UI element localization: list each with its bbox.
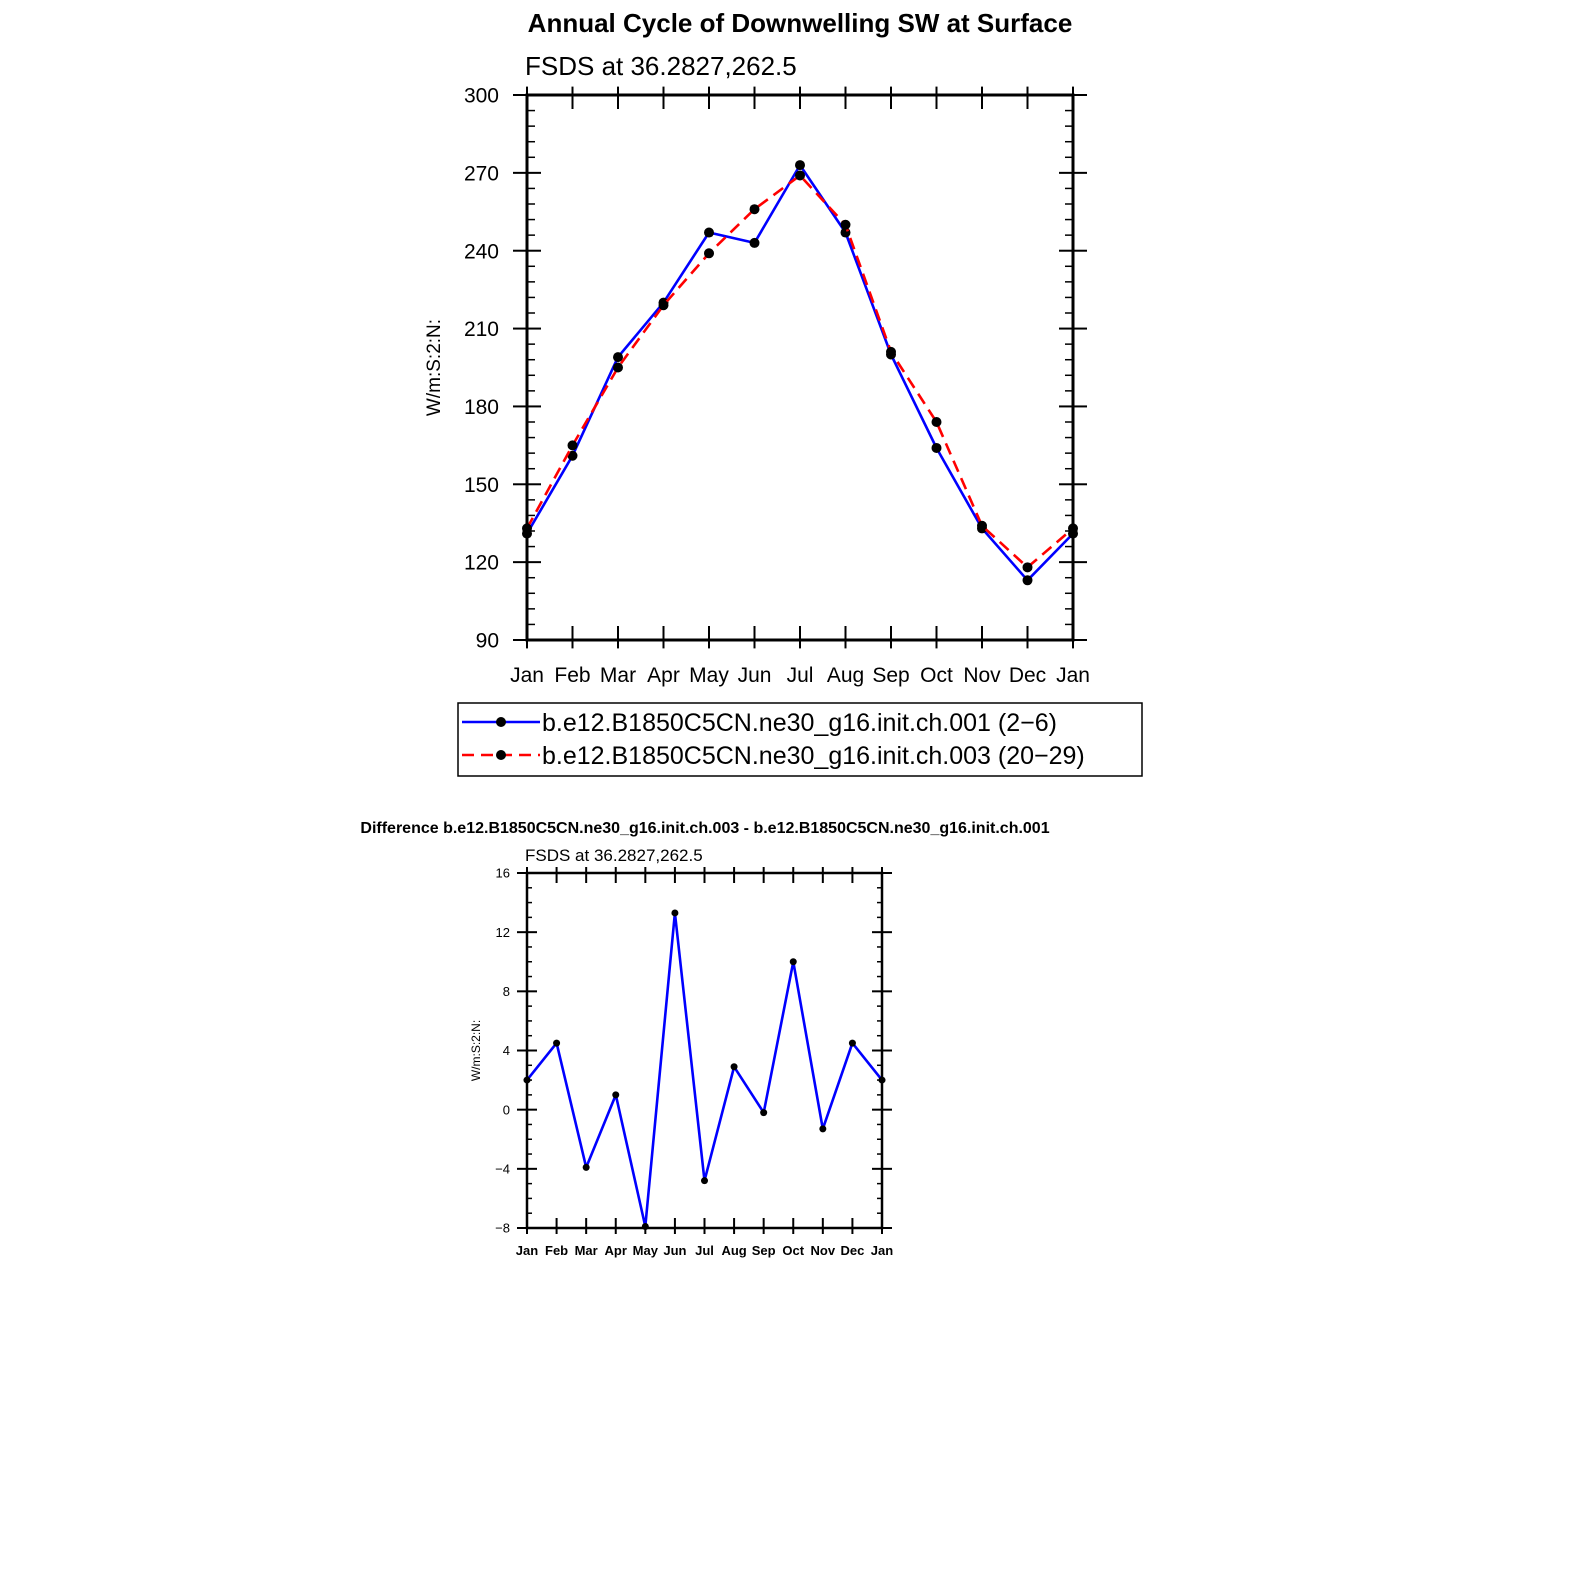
plot-frame xyxy=(525,93,1075,642)
y-tick-label: 240 xyxy=(464,240,499,263)
data-point xyxy=(977,520,987,531)
y-tick-label: −4 xyxy=(495,1162,510,1177)
data-point xyxy=(1022,575,1033,586)
x-tick-label: Mar xyxy=(600,664,636,687)
chart-title: Difference b.e12.B1850C5CN.ne30_g16.init… xyxy=(360,820,1049,837)
y-tick-label: 12 xyxy=(496,925,510,940)
legend: b.e12.B1850C5CN.ne30_g16.init.ch.001 (2−… xyxy=(457,702,1143,777)
x-tick-label: Feb xyxy=(554,664,590,687)
chart-title: Annual Cycle of Downwelling SW at Surfac… xyxy=(528,8,1073,38)
y-tick-label: 270 xyxy=(464,162,499,185)
y-tick-label: 150 xyxy=(464,474,499,497)
data-point xyxy=(671,909,679,917)
x-tick-label: Jan xyxy=(871,1243,893,1258)
x-tick-label: Oct xyxy=(920,664,953,687)
x-tick-label: Sep xyxy=(872,664,909,687)
data-point xyxy=(886,346,896,357)
data-point xyxy=(612,1091,620,1099)
data-point xyxy=(701,1177,708,1185)
x-tick-label: Aug xyxy=(721,1243,746,1258)
y-tick-label: 180 xyxy=(464,396,499,419)
x-tick-label: Jun xyxy=(663,1243,686,1258)
x-tick-label: Dec xyxy=(1009,664,1046,687)
chart-subtitle: FSDS at 36.2827,262.5 xyxy=(525,846,703,865)
data-point xyxy=(704,227,714,238)
y-axis-label: W/m:S:2:N: xyxy=(469,1020,483,1081)
series-line-1 xyxy=(525,163,1074,582)
legend-swatch-marker xyxy=(496,750,506,760)
y-tick-label: 4 xyxy=(503,1043,510,1058)
data-point xyxy=(749,204,760,215)
series-line-2 xyxy=(525,174,1074,569)
x-tick-label: Aug xyxy=(827,664,864,687)
y-tick-label: 120 xyxy=(464,552,499,575)
data-point xyxy=(931,417,942,427)
x-tick-label: Mar xyxy=(575,1243,598,1258)
x-tick-label: Oct xyxy=(782,1243,804,1258)
data-point xyxy=(730,1063,738,1071)
data-point xyxy=(658,300,669,311)
data-point xyxy=(789,958,797,966)
x-tick-label: Feb xyxy=(545,1243,568,1258)
data-point xyxy=(704,248,714,259)
data-point xyxy=(848,1039,856,1047)
x-tick-label: Jan xyxy=(516,1243,538,1258)
plot-frame xyxy=(525,871,884,1230)
data-point xyxy=(613,352,623,363)
data-point xyxy=(749,237,760,248)
x-tick-label: May xyxy=(689,664,729,687)
legend-label: b.e12.B1850C5CN.ne30_g16.init.ch.001 (2−… xyxy=(542,709,1057,737)
data-point xyxy=(795,160,805,171)
y-tick-label: −8 xyxy=(495,1221,510,1236)
x-tick-label: Jan xyxy=(1056,664,1090,687)
data-point xyxy=(567,450,578,461)
data-point xyxy=(840,219,851,230)
chart-1: Annual Cycle of Downwelling SW at Surfac… xyxy=(424,8,1143,777)
x-tick-label: Jan xyxy=(510,664,544,687)
data-point xyxy=(613,362,623,373)
data-point xyxy=(931,442,942,453)
x-tick-label: Nov xyxy=(963,664,1001,687)
legend-box xyxy=(457,702,1143,777)
data-point xyxy=(582,1163,590,1171)
chart-2: Difference b.e12.B1850C5CN.ne30_g16.init… xyxy=(360,820,1049,1258)
data-point xyxy=(553,1039,561,1047)
x-tick-label: Apr xyxy=(647,664,680,687)
y-tick-label: 16 xyxy=(496,866,510,881)
x-tick-label: Nov xyxy=(811,1243,836,1258)
x-tick-label: Jun xyxy=(738,664,772,687)
y-axis-label: W/m:S:2:N: xyxy=(424,319,445,416)
data-point xyxy=(567,440,578,451)
x-tick-label: Dec xyxy=(840,1243,864,1258)
y-tick-label: 90 xyxy=(476,630,499,653)
x-tick-label: Apr xyxy=(605,1243,627,1258)
data-point xyxy=(760,1109,768,1117)
y-tick-label: 8 xyxy=(503,984,510,999)
legend-swatch-marker xyxy=(496,717,506,727)
x-tick-label: Jul xyxy=(695,1243,714,1258)
x-tick-label: May xyxy=(633,1243,659,1258)
x-tick-label: Jul xyxy=(787,664,814,687)
x-tick-label: Sep xyxy=(752,1243,776,1258)
y-tick-label: 300 xyxy=(464,85,499,108)
y-tick-label: 0 xyxy=(503,1102,510,1117)
chart-subtitle: FSDS at 36.2827,262.5 xyxy=(525,51,797,81)
data-point xyxy=(1022,562,1033,573)
data-point xyxy=(795,170,805,181)
y-tick-label: 210 xyxy=(464,318,499,341)
legend-label: b.e12.B1850C5CN.ne30_g16.init.ch.003 (20… xyxy=(542,742,1085,770)
data-point xyxy=(819,1125,827,1133)
